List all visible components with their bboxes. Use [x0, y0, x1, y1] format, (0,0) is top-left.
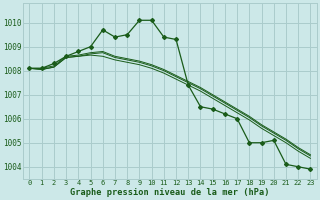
- X-axis label: Graphe pression niveau de la mer (hPa): Graphe pression niveau de la mer (hPa): [70, 188, 270, 197]
